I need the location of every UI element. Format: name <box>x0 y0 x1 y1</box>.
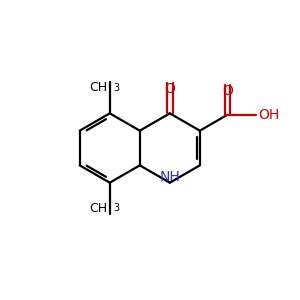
Text: O: O <box>164 82 175 96</box>
Text: 3: 3 <box>114 83 120 93</box>
Text: OH: OH <box>258 108 279 122</box>
Text: NH: NH <box>159 170 180 184</box>
Text: CH: CH <box>90 202 108 215</box>
Text: O: O <box>222 84 233 98</box>
Text: 3: 3 <box>114 203 120 213</box>
Text: CH: CH <box>90 81 108 94</box>
